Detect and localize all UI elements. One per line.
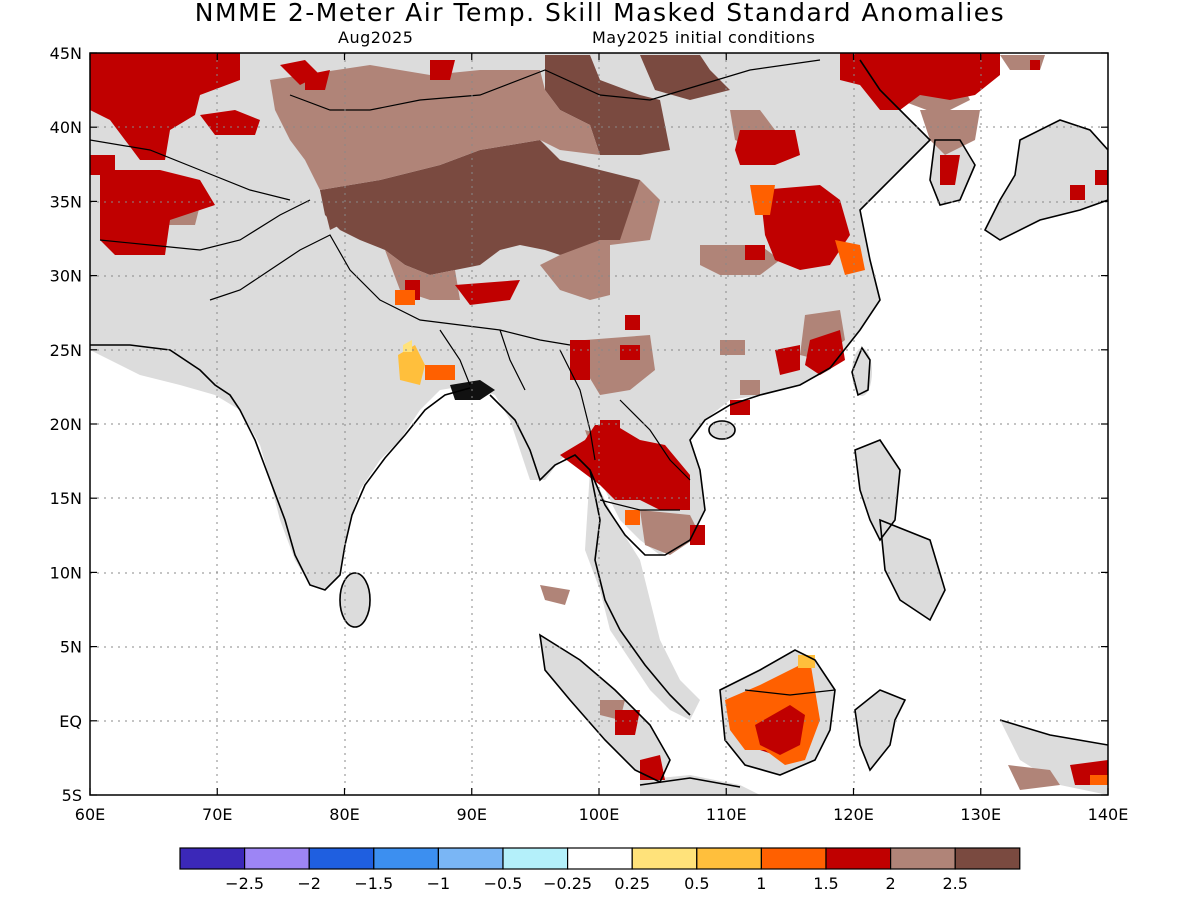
x-tick-label: 90E bbox=[457, 805, 487, 824]
colorbar-label: −0.5 bbox=[484, 874, 523, 893]
colorbar-label: 1 bbox=[756, 874, 766, 893]
y-tick-label: 30N bbox=[50, 267, 82, 286]
tick-marks bbox=[89, 52, 1109, 796]
y-tick-label: 40N bbox=[50, 118, 82, 137]
anomaly-2p5 bbox=[320, 55, 730, 275]
colorbar-label: −1 bbox=[427, 874, 451, 893]
colorbar-swatch bbox=[502, 847, 569, 870]
y-axis-labels: 45N 40N 35N 30N 25N 20N 15N 10N 5N EQ 5S bbox=[50, 44, 82, 805]
colorbar-swatch bbox=[566, 847, 633, 870]
coastlines bbox=[90, 59, 1108, 788]
y-tick-label: 5S bbox=[62, 786, 82, 805]
colorbar-swatch bbox=[631, 847, 698, 870]
y-tick-label: 15N bbox=[50, 489, 82, 508]
anomaly-borneo-core bbox=[755, 705, 805, 755]
colorbar-swatch bbox=[244, 847, 310, 870]
x-tick-label: 60E bbox=[75, 805, 105, 824]
x-tick-label: 120E bbox=[833, 805, 874, 824]
y-tick-label: 10N bbox=[50, 563, 82, 582]
y-tick-label: 45N bbox=[50, 44, 82, 63]
colorbar-labels: −2.5 −2 −1.5 −1 −0.5 −0.25 0.25 0.5 1 1.5 2 2.5 bbox=[225, 874, 968, 893]
colorbar-swatch bbox=[760, 847, 827, 870]
y-tick-label: EQ bbox=[59, 712, 82, 731]
x-tick-label: 110E bbox=[706, 805, 747, 824]
x-tick-label: 130E bbox=[960, 805, 1001, 824]
x-tick-label: 80E bbox=[329, 805, 359, 824]
colorbar-label: −2 bbox=[297, 874, 321, 893]
valid-month-label: Aug2025 bbox=[338, 28, 414, 47]
y-tick-label: 35N bbox=[50, 192, 82, 211]
colorbar-label: −1.5 bbox=[354, 874, 393, 893]
graticule bbox=[90, 53, 1108, 795]
colorbar-swatch bbox=[373, 847, 439, 870]
anomaly-0p25 bbox=[403, 340, 412, 352]
colorbar-label: 0.5 bbox=[684, 874, 709, 893]
y-tick-label: 25N bbox=[50, 341, 82, 360]
colorbar bbox=[179, 847, 1021, 870]
y-tick-label: 5N bbox=[60, 638, 82, 657]
initial-conditions-label: May2025 initial conditions bbox=[592, 28, 816, 47]
x-tick-label: 70E bbox=[202, 805, 232, 824]
colorbar-label: 2 bbox=[886, 874, 896, 893]
colorbar-label: 0.25 bbox=[614, 874, 650, 893]
colorbar-swatch bbox=[825, 847, 892, 870]
x-tick-label: 100E bbox=[579, 805, 620, 824]
colorbar-swatch bbox=[179, 847, 246, 870]
colorbar-label: −2.5 bbox=[225, 874, 264, 893]
colorbar-label: −0.25 bbox=[543, 874, 592, 893]
colorbar-swatch bbox=[437, 847, 504, 870]
country-borders bbox=[90, 59, 836, 696]
y-tick-label: 20N bbox=[50, 415, 82, 434]
colorbar-label: 1.5 bbox=[813, 874, 838, 893]
colorbar-swatch bbox=[954, 847, 1021, 870]
x-tick-label: 140E bbox=[1088, 805, 1129, 824]
map-plot-area bbox=[90, 53, 1108, 795]
colorbar-swatch bbox=[889, 847, 956, 870]
map-title: NMME 2-Meter Air Temp. Skill Masked Stan… bbox=[194, 0, 1006, 27]
colorbar-swatch bbox=[308, 847, 375, 870]
colorbar-label: 2.5 bbox=[942, 874, 967, 893]
x-axis-labels: 60E 70E 80E 90E 100E 110E 120E 130E 140E bbox=[75, 805, 1129, 824]
colorbar-swatch bbox=[696, 847, 762, 870]
